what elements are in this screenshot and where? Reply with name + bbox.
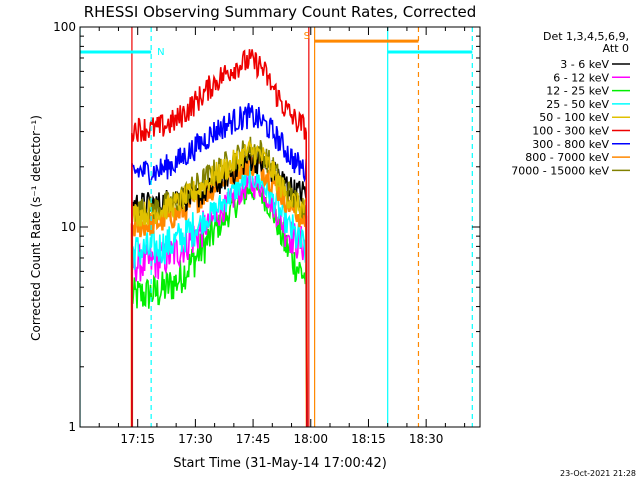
series-line-12-25keV — [131, 178, 308, 427]
y-tick-label: 1 — [68, 420, 76, 434]
segment-label-N: N — [157, 47, 164, 58]
legend-entry-label: 7000 - 15000 keV — [511, 164, 609, 177]
chart-title: RHESSI Observing Summary Count Rates, Co… — [84, 3, 477, 21]
x-tick-label: 18:00 — [293, 432, 328, 446]
segment-label-S: S — [304, 31, 310, 42]
legend-entry-label: 3 - 6 keV — [560, 58, 609, 71]
legend-entry-label: 300 - 800 keV — [532, 138, 609, 151]
legend-entry-label: 12 - 25 keV — [546, 85, 609, 98]
footer-timestamp: 23-Oct-2021 21:28 — [560, 469, 636, 478]
x-tick-label: 17:45 — [236, 432, 271, 446]
series-line-300-800keV — [131, 103, 308, 427]
legend-entry-label: 800 - 7000 keV — [525, 151, 609, 164]
legend-header-1: Det 1,3,4,5,6,9, — [543, 30, 629, 43]
legend-entry-label: 6 - 12 keV — [553, 71, 609, 84]
y-tick-label: 100 — [53, 20, 76, 34]
legend-entry-label: 50 - 100 keV — [539, 111, 609, 124]
x-axis-label: Start Time (31-May-14 17:00:42) — [173, 456, 387, 471]
y-axis-label: Corrected Count Rate (s⁻¹ detector⁻¹) — [29, 115, 43, 341]
x-tick-label: 17:15 — [120, 432, 155, 446]
legend-entry-label: 25 - 50 keV — [546, 98, 609, 111]
legend-header-2: Att 0 — [603, 42, 629, 55]
x-tick-label: 18:30 — [409, 432, 444, 446]
series-line-100-300keV — [131, 49, 308, 427]
legend-entry-label: 100 - 300 keV — [532, 125, 609, 138]
plot-area — [80, 27, 473, 427]
y-tick-label: 10 — [61, 220, 76, 234]
x-tick-label: 17:30 — [178, 432, 213, 446]
x-tick-label: 18:15 — [351, 432, 386, 446]
series-line-50-100keV — [131, 138, 308, 427]
